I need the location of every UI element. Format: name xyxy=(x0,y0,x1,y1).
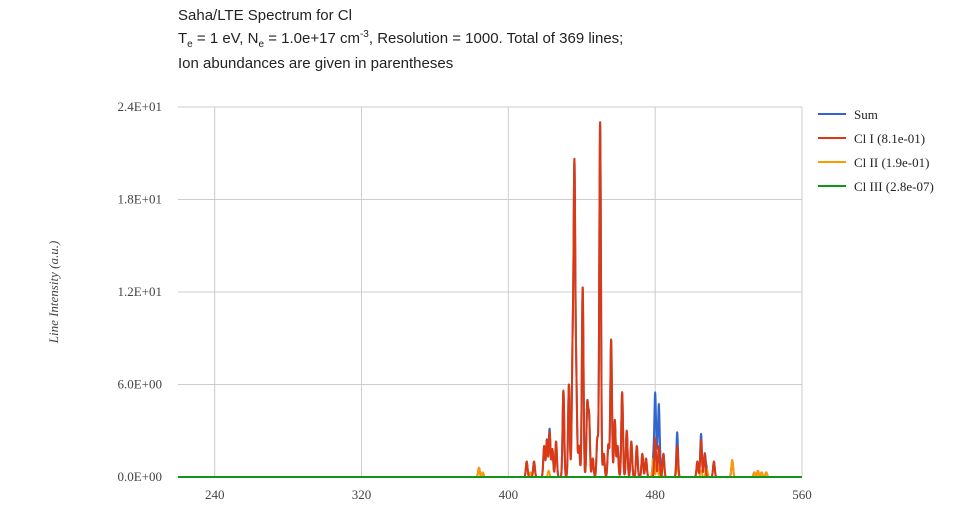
x-tick-label: 400 xyxy=(499,487,519,502)
chart-title: Saha/LTE Spectrum for Cl Te = 1 eV, Ne =… xyxy=(178,6,623,73)
y-axis-label: Line Intensity (a.u.) xyxy=(46,241,61,345)
y-tick-label: 0.0E+00 xyxy=(117,469,162,484)
ne-value: = 1.0e+17 cm xyxy=(264,30,360,47)
title-line-1: Saha/LTE Spectrum for Cl xyxy=(178,7,352,24)
legend-label-cl-ii: Cl II (1.9e-01) xyxy=(854,155,929,170)
x-tick-label: 320 xyxy=(352,487,372,502)
ne-subscript: e xyxy=(258,39,265,50)
legend-label-cl-iii: Cl III (2.8e-07) xyxy=(854,179,934,194)
ne-superscript: -3 xyxy=(359,29,369,40)
legend: Sum Cl I (8.1e-01) Cl II (1.9e-01) Cl III (… xyxy=(818,107,934,194)
te-subscript: e xyxy=(187,39,193,50)
title-line-3: Ion abundances are given in parentheses xyxy=(178,55,454,72)
y-tick-label: 2.4E+01 xyxy=(117,99,162,114)
x-tick-labels: 240 320 400 480 560 xyxy=(205,487,812,502)
legend-label-cl-i: Cl I (8.1e-01) xyxy=(854,131,925,146)
title-line-2-rest: , Resolution = 1000. Total of 369 lines; xyxy=(368,30,624,47)
y-tick-label: 1.2E+01 xyxy=(117,284,162,299)
x-tick-label: 480 xyxy=(645,487,665,502)
x-tick-label: 560 xyxy=(792,487,812,502)
y-tick-labels: 0.0E+00 6.0E+00 1.2E+01 1.8E+01 2.4E+01 xyxy=(117,99,162,484)
y-tick-label: 1.8E+01 xyxy=(117,192,162,207)
te-label: T xyxy=(178,30,188,47)
te-value: = 1 eV, N xyxy=(192,30,259,47)
x-tick-label: 240 xyxy=(205,487,225,502)
series-lines xyxy=(177,121,803,478)
legend-label-sum: Sum xyxy=(854,107,878,122)
y-tick-label: 6.0E+00 xyxy=(117,377,162,392)
title-line-2: Te = 1 eV, Ne = 1.0e+17 cm-3, Resolution… xyxy=(178,25,623,54)
